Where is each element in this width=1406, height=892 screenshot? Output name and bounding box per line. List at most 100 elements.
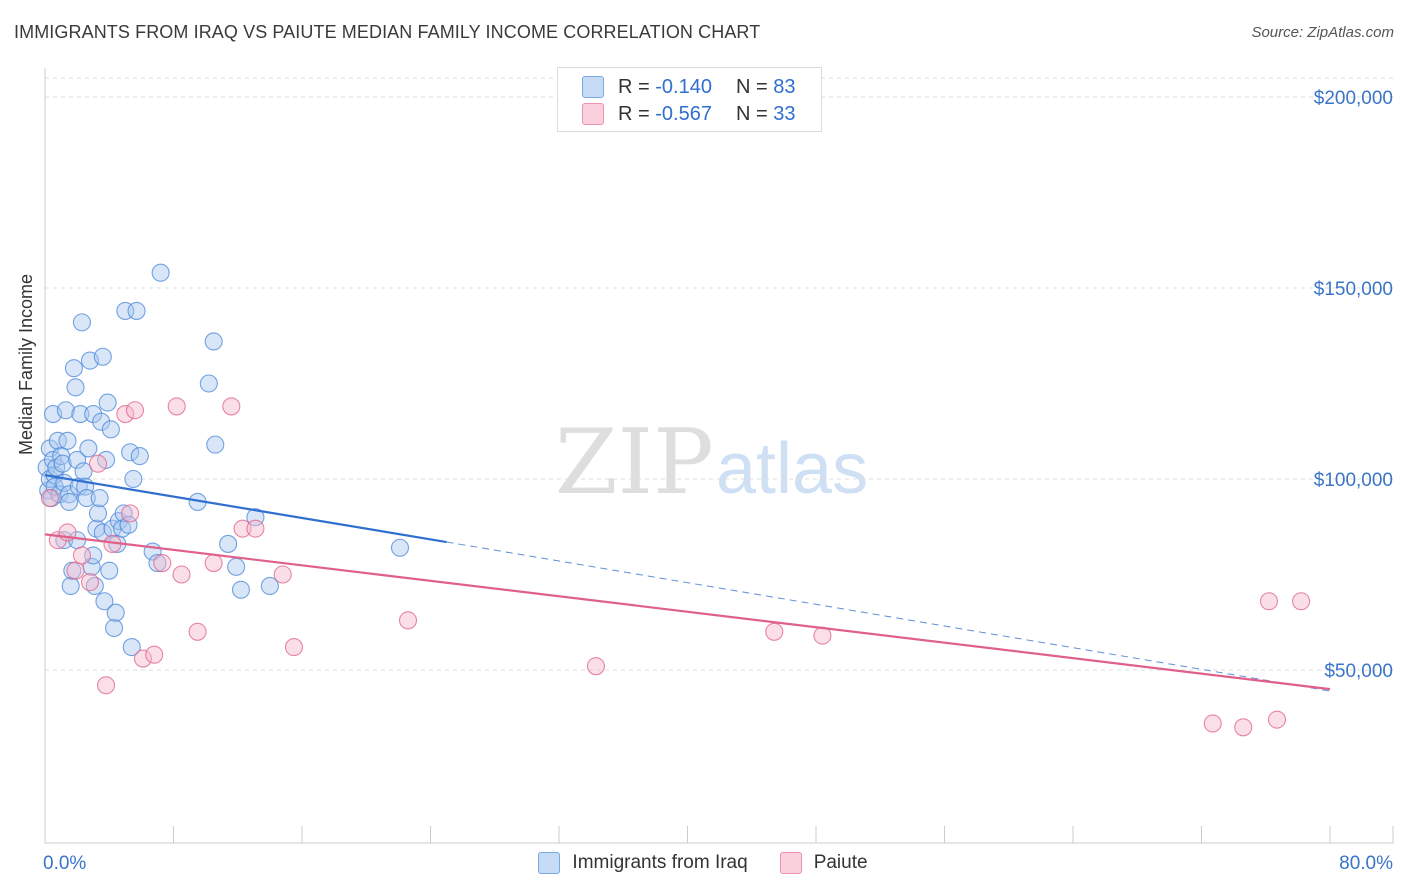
point-iraq (60, 492, 79, 511)
point-paiute (188, 622, 207, 641)
y-tick-label: $200,000 (1314, 88, 1393, 109)
point-paiute (40, 489, 59, 508)
stats-legend-row-paiute: R = -0.567 N = 33 (582, 101, 795, 127)
point-paiute (222, 397, 241, 416)
point-iraq (206, 435, 225, 454)
stats-legend: R = -0.140 N = 83 R = -0.567 N = 33 (557, 67, 822, 132)
point-iraq (199, 374, 218, 393)
point-iraq (48, 431, 67, 450)
point-iraq (227, 557, 246, 576)
y-tick-label: $150,000 (1314, 279, 1393, 300)
trend-line-paiute (44, 533, 1331, 691)
legend-item-iraq[interactable]: Immigrants from Iraq (538, 852, 748, 874)
point-paiute (172, 565, 191, 584)
point-paiute (66, 561, 85, 580)
point-paiute (80, 573, 100, 592)
r-value: -0.567 (655, 102, 712, 125)
point-iraq (130, 447, 149, 466)
point-paiute (167, 397, 186, 416)
point-paiute (116, 405, 135, 424)
point-iraq (58, 431, 77, 450)
point-iraq (71, 405, 90, 424)
point-paiute (204, 553, 223, 573)
point-iraq (53, 454, 72, 473)
point-iraq (79, 439, 98, 458)
n-label: N = (735, 75, 768, 98)
point-paiute (1259, 592, 1279, 611)
r-value: -0.140 (655, 75, 712, 98)
point-iraq (119, 515, 138, 534)
point-paiute (121, 504, 140, 523)
point-iraq (127, 301, 146, 320)
watermark-atlas: atlas (716, 429, 868, 509)
n-value: 33 (773, 102, 796, 125)
trend-line-iraq-projection (446, 541, 1331, 692)
point-iraq (64, 359, 83, 378)
legend-label-paiute: Paiute (813, 852, 868, 873)
point-paiute (1234, 718, 1253, 737)
point-iraq (105, 618, 124, 638)
n-label: N = (735, 102, 768, 125)
point-iraq (121, 443, 140, 462)
point-iraq (204, 332, 223, 351)
chart-title: IMMIGRANTS FROM IRAQ VS PAIUTE MEDIAN FA… (14, 22, 761, 42)
point-paiute (233, 519, 252, 538)
x-tick-label: 0.0% (43, 853, 86, 874)
point-paiute (153, 553, 172, 573)
r-label: R = (618, 102, 650, 125)
point-paiute (96, 676, 116, 695)
point-iraq (60, 485, 79, 504)
point-paiute (586, 657, 605, 676)
stats-legend-row-iraq: R = -0.140 N = 83 (582, 74, 795, 100)
point-iraq (95, 592, 114, 611)
point-paiute (88, 454, 108, 473)
point-paiute (398, 611, 418, 630)
point-iraq (61, 576, 80, 596)
point-iraq (50, 485, 69, 504)
series-legend: Immigrants from Iraq Paiute (0, 852, 1406, 874)
point-paiute (1267, 710, 1287, 729)
point-iraq (148, 553, 167, 573)
point-paiute (72, 546, 91, 565)
point-iraq (231, 580, 251, 599)
source-label: Source: ZipAtlas.com (1251, 24, 1394, 41)
point-iraq (101, 420, 120, 439)
point-iraq (122, 638, 141, 657)
point-paiute (1203, 714, 1222, 733)
point-iraq (77, 489, 96, 508)
point-paiute (765, 622, 784, 641)
n-value: 83 (773, 75, 796, 98)
point-iraq (100, 561, 119, 580)
point-iraq (106, 603, 125, 622)
x-tick-label: 80.0% (1339, 853, 1393, 874)
point-iraq (219, 534, 238, 553)
point-iraq (114, 504, 133, 523)
point-iraq (92, 412, 111, 431)
legend-swatch-paiute (582, 103, 604, 125)
point-iraq (72, 313, 91, 332)
point-iraq (68, 450, 87, 469)
y-tick-label: $100,000 (1314, 470, 1393, 491)
y-tick-label: $50,000 (1324, 661, 1393, 682)
point-paiute (125, 401, 144, 420)
point-paiute (145, 645, 164, 664)
point-iraq (390, 538, 410, 557)
point-iraq (66, 378, 85, 397)
watermark-zip: ZIP (555, 410, 714, 515)
point-iraq (93, 347, 112, 366)
trend-line-iraq (44, 474, 447, 544)
point-iraq (98, 393, 117, 412)
point-paiute (273, 565, 292, 584)
legend-swatch-paiute (779, 852, 802, 874)
legend-item-paiute[interactable]: Paiute (779, 852, 868, 874)
point-paiute (284, 638, 304, 657)
point-iraq (90, 489, 109, 508)
point-iraq (74, 462, 93, 481)
point-iraq (151, 263, 170, 282)
point-paiute (133, 649, 153, 668)
point-iraq (56, 401, 75, 420)
legend-label-iraq: Immigrants from Iraq (572, 852, 748, 873)
legend-swatch-iraq (538, 852, 561, 874)
point-iraq (88, 504, 108, 523)
